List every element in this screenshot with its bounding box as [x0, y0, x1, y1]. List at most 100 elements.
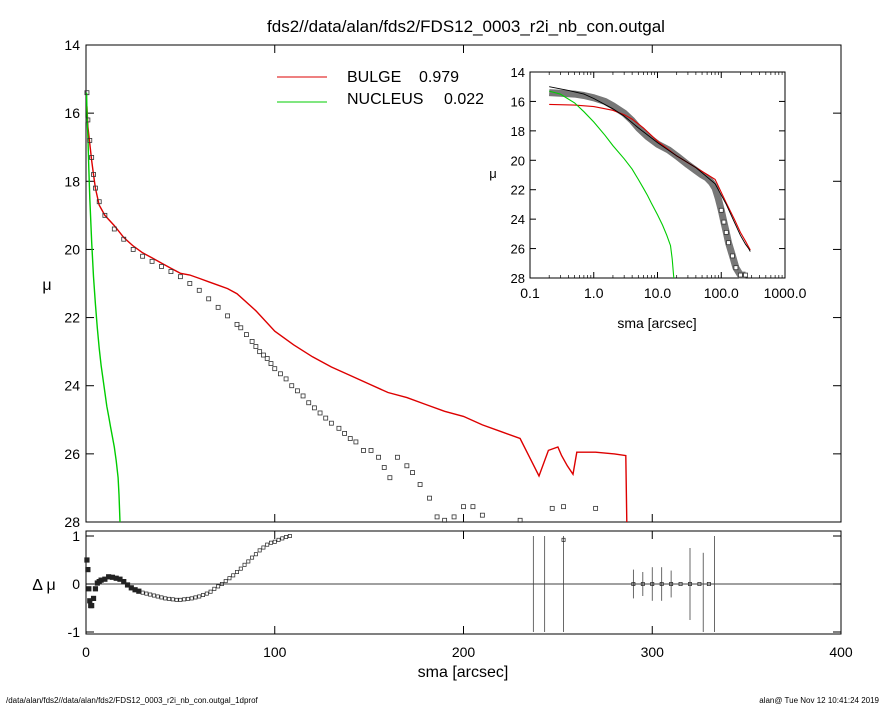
residual-point [678, 582, 683, 586]
inset-y-axis-label: μ [489, 166, 497, 181]
inset-ytick-label: 20 [511, 153, 525, 168]
residual-point [136, 588, 142, 594]
inset-ytick-label: 22 [511, 183, 525, 198]
residual-point [86, 586, 92, 592]
residual-point [204, 591, 209, 596]
residual-point [89, 602, 95, 609]
residual-point [697, 582, 702, 586]
residual-point [276, 537, 281, 542]
residual-point [152, 593, 156, 598]
residual-point [189, 596, 194, 601]
main-data-point [93, 185, 98, 191]
main-ticks: 14 16 18 20 22 24 26 28 [64, 37, 842, 530]
residual-plot-frame [85, 530, 842, 635]
inset-series-data-band [548, 89, 746, 279]
legend-bulge-label: BULGE [347, 69, 401, 86]
main-data-point [410, 470, 415, 475]
inset-data-point [723, 229, 729, 235]
main-data-point [257, 349, 263, 355]
inset-xtick-label: 1.0 [584, 285, 604, 301]
main-data-point [84, 90, 90, 96]
inset-xtick-label: 10.0 [644, 285, 671, 301]
main-data-point [347, 436, 353, 441]
main-data-point [130, 247, 136, 252]
residual-point [561, 537, 566, 542]
main-data-point [159, 264, 164, 269]
residual-point [208, 589, 213, 594]
main-data-point [561, 504, 566, 510]
residual-xtick-label: 0 [82, 644, 90, 660]
main-data-point [593, 505, 599, 511]
residual-point [92, 586, 99, 592]
residual-xtick-label: 100 [263, 644, 287, 660]
main-data-point [264, 356, 270, 361]
main-data-point [461, 504, 466, 510]
main-ytick-label: 22 [64, 310, 80, 326]
residual-point [706, 582, 711, 586]
main-data-point [87, 137, 93, 143]
main-y-axis-label: μ [42, 277, 51, 294]
residual-point [650, 582, 655, 586]
main-data-point [427, 495, 432, 501]
residual-point [124, 582, 131, 588]
main-ytick-label: 28 [64, 514, 80, 530]
main-data-point [177, 274, 183, 280]
residual-xtick-label: 300 [641, 644, 665, 660]
residual-point [155, 594, 160, 599]
main-data-point [85, 117, 91, 123]
residual-point [284, 535, 289, 539]
residual-point [219, 582, 224, 586]
inset-ytick-label: 26 [511, 242, 525, 257]
residual-series [84, 534, 715, 632]
main-data-point [451, 514, 457, 520]
residual-point [272, 539, 277, 544]
inset-data-point [721, 219, 727, 225]
legend-nucleus-label: NUCLEUS [347, 91, 423, 108]
main-data-point [387, 475, 393, 481]
main-data-point [289, 383, 295, 389]
main-data-point [140, 253, 146, 259]
main-data-point [238, 325, 244, 331]
residual-point [640, 582, 645, 586]
inset-series-model [549, 86, 751, 252]
main-ytick-label: 18 [64, 173, 80, 189]
residual-x-axis-label: sma [arcsec] [418, 664, 509, 681]
residual-point [265, 542, 270, 547]
residual-point [253, 552, 258, 557]
residual-point [174, 597, 179, 602]
inset-x-axis-label: sma [arcsec] [617, 315, 696, 331]
main-data-point [206, 296, 212, 302]
inset-background [530, 72, 785, 278]
residual-point [280, 536, 285, 541]
main-data-point [479, 512, 485, 518]
main-data-point [417, 482, 423, 487]
legend: BULGE 0.979 NUCLEUS 0.022 [277, 69, 484, 108]
main-data-point [111, 226, 117, 232]
main-data-point [395, 454, 400, 460]
main-data-point [317, 410, 323, 416]
main-profile-panel: 14 16 18 20 22 24 26 28 μ [42, 37, 842, 530]
main-data-point [89, 155, 95, 160]
main-data-point [323, 415, 329, 421]
inset-xtick-label: 100.0 [704, 285, 739, 301]
residual-point [140, 590, 145, 595]
main-data-point [442, 517, 448, 523]
residual-point [121, 578, 127, 585]
main-data-point [249, 339, 255, 344]
main-data-point [336, 425, 342, 431]
residual-point [163, 596, 168, 601]
residual-point [688, 582, 692, 586]
main-data-point [470, 504, 476, 510]
main-data-point [376, 454, 381, 460]
residual-point [178, 597, 183, 602]
main-data-point [368, 448, 374, 453]
residual-xtick-label: 200 [452, 644, 476, 660]
inset-data-point [726, 240, 731, 246]
inset-ytick-label: 16 [511, 94, 525, 109]
residual-point [287, 534, 292, 538]
main-data-point [215, 304, 221, 310]
main-data-point [381, 465, 387, 470]
main-data-point [253, 344, 259, 349]
legend-bulge-value: 0.979 [419, 69, 459, 86]
